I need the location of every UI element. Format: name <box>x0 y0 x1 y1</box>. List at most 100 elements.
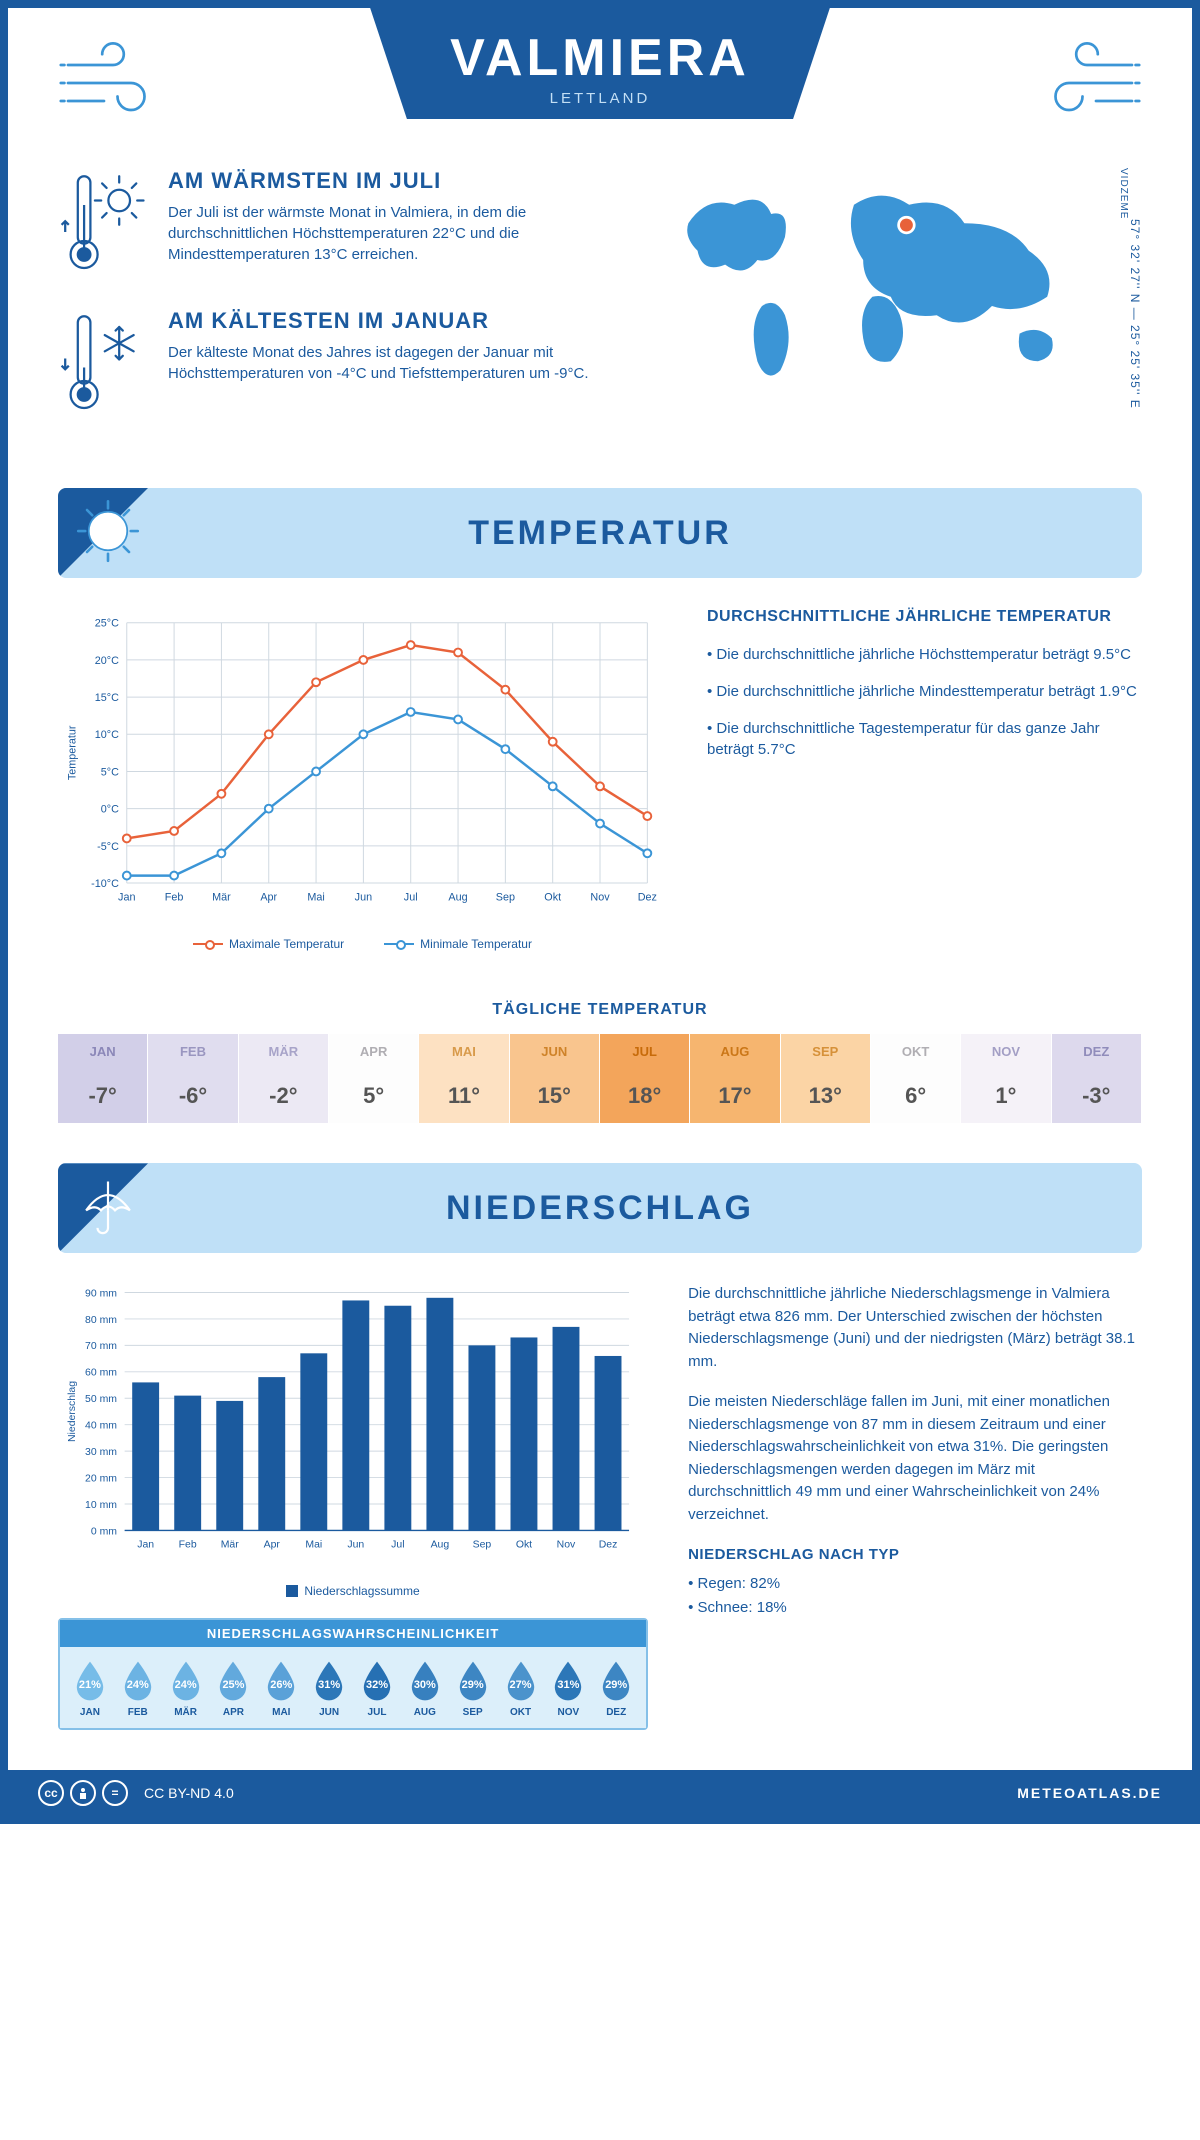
svg-text:0°C: 0°C <box>101 804 119 816</box>
probability-cell: 30%AUG <box>401 1659 449 1718</box>
city-name: VALMIERA <box>450 28 750 88</box>
svg-text:90 mm: 90 mm <box>85 1289 117 1300</box>
country-name: LETTLAND <box>450 90 750 107</box>
svg-text:Okt: Okt <box>516 1540 532 1551</box>
license-text: CC BY-ND 4.0 <box>144 1785 234 1801</box>
svg-text:Dez: Dez <box>638 892 657 904</box>
region-name: VIDZEME <box>1118 168 1129 219</box>
svg-text:-10°C: -10°C <box>91 878 119 890</box>
daily-cell: JAN-7° <box>58 1034 148 1123</box>
precip-p1: Die durchschnittliche jährliche Niedersc… <box>688 1283 1142 1373</box>
probability-cell: 29%SEP <box>449 1659 497 1718</box>
precip-p2: Die meisten Niederschläge fallen im Juni… <box>688 1391 1142 1526</box>
svg-text:Sep: Sep <box>473 1540 492 1551</box>
probability-cell: 25%APR <box>210 1659 258 1718</box>
svg-text:60 mm: 60 mm <box>85 1368 117 1379</box>
svg-text:Apr: Apr <box>264 1540 281 1551</box>
svg-text:Okt: Okt <box>544 892 561 904</box>
svg-text:Sep: Sep <box>496 892 515 904</box>
section-title-temperature: TEMPERATUR <box>58 514 1142 553</box>
svg-text:10 mm: 10 mm <box>85 1500 117 1511</box>
svg-text:25°C: 25°C <box>95 618 119 630</box>
world-map <box>645 168 1118 448</box>
svg-text:30 mm: 30 mm <box>85 1447 117 1458</box>
fact-coldest-text: Der kälteste Monat des Jahres ist dagege… <box>168 342 605 384</box>
svg-text:Dez: Dez <box>599 1540 618 1551</box>
daily-cell: SEP13° <box>781 1034 871 1123</box>
probability-cell: 31%JUN <box>305 1659 353 1718</box>
fact-warmest-text: Der Juli ist der wärmste Monat in Valmie… <box>168 202 605 265</box>
daily-cell: MAI11° <box>419 1034 509 1123</box>
svg-text:Mai: Mai <box>305 1540 322 1551</box>
legend-min: Minimale Temperatur <box>420 937 532 951</box>
by-icon <box>70 1780 96 1806</box>
svg-text:Nov: Nov <box>590 892 610 904</box>
section-title-precipitation: NIEDERSCHLAG <box>58 1189 1142 1228</box>
precip-legend-label: Niederschlagssumme <box>304 1584 419 1598</box>
fact-coldest: AM KÄLTESTEN IM JANUAR Der kälteste Mona… <box>58 308 605 418</box>
svg-text:Apr: Apr <box>260 892 277 904</box>
daily-cell: APR5° <box>329 1034 419 1123</box>
svg-text:Nov: Nov <box>557 1540 576 1551</box>
probability-title: NIEDERSCHLAGSWAHRSCHEINLICHKEIT <box>60 1620 646 1647</box>
temp-summary-b3: • Die durchschnittliche Tagestemperatur … <box>707 718 1142 760</box>
svg-text:10°C: 10°C <box>95 729 119 741</box>
temp-summary-b2: • Die durchschnittliche jährliche Mindes… <box>707 681 1142 702</box>
daily-cell: FEB-6° <box>148 1034 238 1123</box>
temp-summary-heading: DURCHSCHNITTLICHE JÄHRLICHE TEMPERATUR <box>707 608 1142 626</box>
svg-text:-5°C: -5°C <box>97 841 119 853</box>
precip-snow: • Schnee: 18% <box>688 1597 1142 1620</box>
svg-text:Jan: Jan <box>118 892 135 904</box>
umbrella-icon <box>73 1171 143 1241</box>
section-bar-precipitation: NIEDERSCHLAG <box>58 1163 1142 1253</box>
daily-cell: MÄR-2° <box>239 1034 329 1123</box>
svg-text:15°C: 15°C <box>95 692 119 704</box>
probability-cell: 24%MÄR <box>162 1659 210 1718</box>
svg-text:Jun: Jun <box>355 892 372 904</box>
daily-cell: OKT6° <box>871 1034 961 1123</box>
legend-max: Maximale Temperatur <box>229 937 344 951</box>
daily-cell: DEZ-3° <box>1052 1034 1142 1123</box>
daily-cell: AUG17° <box>690 1034 780 1123</box>
header: VALMIERA LETTLAND <box>8 8 1192 138</box>
svg-text:Mär: Mär <box>221 1540 240 1551</box>
svg-text:Temperatur: Temperatur <box>67 725 79 780</box>
thermometer-snow-icon <box>58 308 148 418</box>
daily-cell: JUN15° <box>510 1034 600 1123</box>
svg-text:Feb: Feb <box>165 892 184 904</box>
temp-summary-b1: • Die durchschnittliche jährliche Höchst… <box>707 644 1142 665</box>
svg-text:80 mm: 80 mm <box>85 1315 117 1326</box>
svg-text:50 mm: 50 mm <box>85 1394 117 1405</box>
fact-warmest: AM WÄRMSTEN IM JULI Der Juli ist der wär… <box>58 168 605 278</box>
probability-cell: 32%JUL <box>353 1659 401 1718</box>
cc-license-icons: cc = CC BY-ND 4.0 <box>38 1780 234 1806</box>
daily-temp-title: TÄGLICHE TEMPERATUR <box>8 1001 1192 1019</box>
precip-legend: Niederschlagssumme <box>58 1584 648 1598</box>
temp-legend: Maximale Temperatur Minimale Temperatur <box>58 937 667 951</box>
probability-cell: 24%FEB <box>114 1659 162 1718</box>
precipitation-chart: 0 mm10 mm20 mm30 mm40 mm50 mm60 mm70 mm8… <box>58 1283 648 1598</box>
sun-icon <box>73 496 143 566</box>
probability-box: NIEDERSCHLAGSWAHRSCHEINLICHKEIT 21%JAN24… <box>58 1618 648 1730</box>
fact-coldest-title: AM KÄLTESTEN IM JANUAR <box>168 308 605 334</box>
svg-text:20°C: 20°C <box>95 655 119 667</box>
wind-icon-left <box>58 38 168 128</box>
svg-text:Jul: Jul <box>404 892 418 904</box>
daily-cell: JUL18° <box>600 1034 690 1123</box>
thermometer-sun-icon <box>58 168 148 278</box>
svg-text:Mär: Mär <box>212 892 231 904</box>
probability-cell: 27%OKT <box>497 1659 545 1718</box>
svg-text:70 mm: 70 mm <box>85 1342 117 1353</box>
svg-text:Feb: Feb <box>179 1540 197 1551</box>
coordinates: 57° 32' 27'' N — 25° 25' 35'' E <box>1118 219 1142 409</box>
svg-text:Aug: Aug <box>448 892 467 904</box>
cc-icon: cc <box>38 1780 64 1806</box>
svg-text:Jun: Jun <box>347 1540 364 1551</box>
probability-cell: 29%DEZ <box>592 1659 640 1718</box>
temp-summary: DURCHSCHNITTLICHE JÄHRLICHE TEMPERATUR •… <box>707 608 1142 951</box>
wind-icon-right <box>1032 38 1142 128</box>
probability-cell: 31%NOV <box>544 1659 592 1718</box>
fact-warmest-title: AM WÄRMSTEN IM JULI <box>168 168 605 194</box>
svg-text:5°C: 5°C <box>101 766 119 778</box>
daily-cell: NOV1° <box>961 1034 1051 1123</box>
